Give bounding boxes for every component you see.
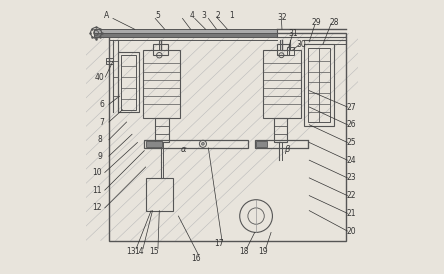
- Bar: [277, 44, 289, 55]
- Text: 23: 23: [347, 173, 356, 182]
- Text: 22: 22: [347, 191, 356, 200]
- Bar: [287, 47, 294, 55]
- Bar: [146, 178, 173, 211]
- Bar: [255, 140, 308, 148]
- Circle shape: [202, 142, 204, 145]
- Text: 9: 9: [97, 152, 102, 161]
- Bar: [304, 44, 334, 126]
- Bar: [263, 50, 301, 118]
- Bar: [119, 53, 139, 112]
- Text: $\alpha$: $\alpha$: [180, 145, 187, 154]
- Text: 15: 15: [149, 247, 159, 256]
- Bar: [94, 29, 277, 33]
- Bar: [153, 44, 168, 55]
- Bar: [121, 55, 136, 110]
- Text: 31: 31: [288, 29, 297, 38]
- Text: 5: 5: [155, 11, 160, 20]
- Text: 13: 13: [126, 247, 135, 256]
- Text: 17: 17: [214, 239, 224, 248]
- Bar: [308, 48, 330, 122]
- Text: 8: 8: [98, 135, 102, 144]
- Text: 6: 6: [99, 100, 104, 109]
- Bar: [106, 58, 113, 64]
- Text: A: A: [103, 11, 109, 20]
- Bar: [256, 141, 267, 147]
- Text: 21: 21: [347, 209, 356, 218]
- Text: 1: 1: [229, 11, 234, 20]
- Text: 25: 25: [347, 138, 356, 147]
- Text: 18: 18: [239, 247, 249, 256]
- Text: 29: 29: [311, 18, 321, 27]
- Bar: [94, 33, 277, 37]
- Text: 28: 28: [329, 18, 338, 27]
- Text: 24: 24: [347, 156, 356, 165]
- Bar: [144, 140, 248, 148]
- Text: $\beta$: $\beta$: [284, 143, 291, 156]
- Text: 26: 26: [347, 120, 356, 129]
- Text: 40: 40: [95, 73, 105, 82]
- Text: 19: 19: [258, 247, 268, 256]
- Text: 3: 3: [202, 11, 207, 20]
- Text: 32: 32: [277, 13, 287, 22]
- Text: 20: 20: [347, 227, 356, 236]
- Text: 7: 7: [99, 118, 104, 127]
- Bar: [143, 50, 180, 118]
- Text: 12: 12: [92, 203, 102, 212]
- Text: 14: 14: [134, 247, 144, 256]
- Bar: [155, 118, 169, 142]
- Text: 16: 16: [191, 254, 201, 263]
- Text: 4: 4: [190, 11, 194, 20]
- Text: 2: 2: [215, 11, 220, 20]
- Text: 10: 10: [92, 168, 102, 177]
- Bar: [146, 141, 162, 147]
- Text: 27: 27: [347, 102, 356, 112]
- Bar: [109, 33, 346, 241]
- Text: 11: 11: [92, 186, 102, 195]
- Bar: [274, 118, 287, 142]
- Text: 30: 30: [296, 40, 306, 49]
